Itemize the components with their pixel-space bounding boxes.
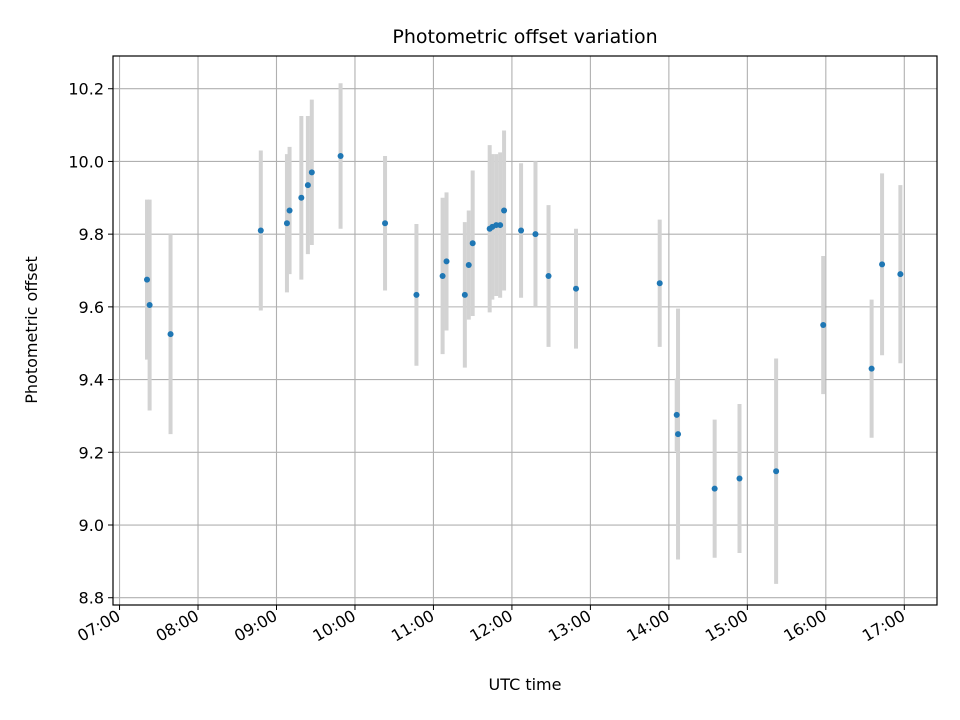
data-point — [656, 280, 663, 287]
data-point — [773, 468, 780, 475]
data-point — [167, 331, 174, 338]
y-tick-label: 9.4 — [79, 371, 104, 390]
y-tick-label: 9.0 — [79, 516, 104, 535]
x-tick-label: 10:00 — [310, 606, 359, 646]
y-tick-label: 10.2 — [68, 80, 104, 99]
data-point — [304, 182, 311, 189]
data-point — [286, 207, 293, 214]
y-tick-label: 10.0 — [68, 152, 104, 171]
y-tick-label: 8.8 — [79, 589, 104, 608]
data-point — [443, 258, 450, 265]
chart-title: Photometric offset variation — [392, 26, 657, 48]
data-point — [413, 291, 420, 298]
data-point — [283, 220, 290, 227]
data-point — [337, 152, 344, 159]
data-point — [501, 207, 508, 214]
data-point — [439, 272, 446, 279]
data-point — [518, 227, 525, 234]
data-point — [545, 272, 552, 279]
y-axis-label: Photometric offset — [22, 256, 41, 404]
data-point — [146, 302, 153, 309]
data-point — [532, 231, 539, 238]
x-tick-label: 13:00 — [545, 606, 594, 646]
data-point — [673, 411, 680, 418]
data-point — [897, 271, 904, 278]
x-tick-label: 09:00 — [231, 606, 280, 646]
data-point — [465, 262, 472, 269]
x-tick-label: 08:00 — [153, 606, 202, 646]
data-point — [298, 194, 305, 201]
data-point — [711, 485, 718, 492]
data-points — [144, 152, 904, 492]
y-axis-ticks: 8.8 9.0 9.2 9.4 9.6 9.8 10.0 10.2 — [68, 80, 113, 608]
x-tick-label: 16:00 — [780, 606, 829, 646]
data-point — [736, 475, 743, 482]
data-point — [257, 227, 264, 234]
data-point — [144, 276, 151, 283]
y-tick-label: 9.8 — [79, 225, 104, 244]
x-tick-label: 11:00 — [388, 606, 437, 646]
data-point — [868, 365, 875, 372]
error-bars — [145, 83, 903, 584]
data-point — [879, 261, 886, 268]
data-point — [573, 285, 580, 292]
x-tick-label: 12:00 — [466, 606, 515, 646]
y-tick-label: 9.6 — [79, 298, 104, 317]
x-axis-label: UTC time — [489, 675, 562, 694]
x-tick-label: 07:00 — [74, 606, 123, 646]
x-axis-ticks: 07:00 08:00 09:00 10:00 11:00 12:00 13:00 14:00… — [74, 605, 908, 646]
data-point — [308, 169, 315, 176]
plot-frame — [112, 55, 938, 606]
data-point — [497, 222, 504, 229]
x-tick-label: 15:00 — [702, 606, 751, 646]
grid — [113, 56, 937, 605]
x-tick-label: 17:00 — [859, 606, 908, 646]
data-point — [469, 240, 476, 247]
data-point — [675, 431, 682, 438]
data-point — [820, 322, 827, 329]
x-tick-label: 14:00 — [623, 606, 672, 646]
data-point — [461, 291, 468, 298]
y-tick-label: 9.2 — [79, 443, 104, 462]
data-point — [382, 220, 389, 227]
